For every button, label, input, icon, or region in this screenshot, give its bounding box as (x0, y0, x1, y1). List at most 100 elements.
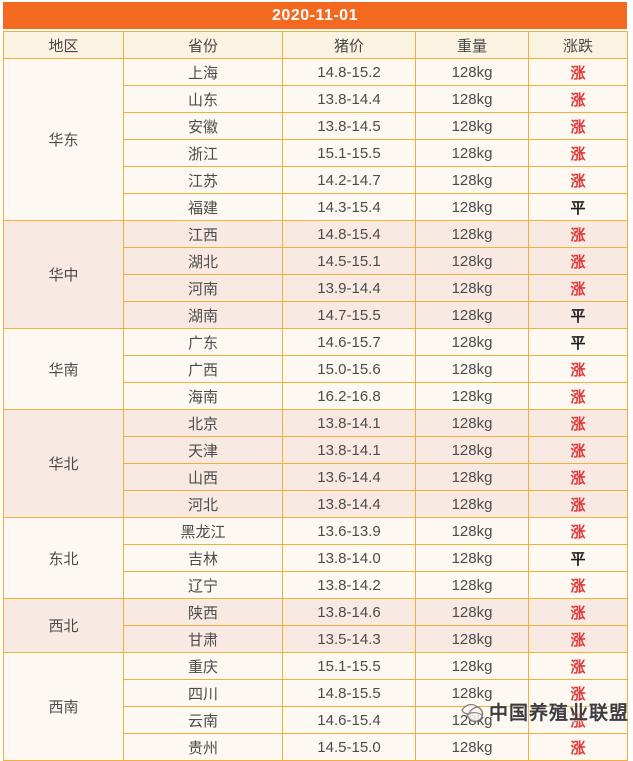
region-cell: 华中 (3, 220, 124, 329)
price-cell: 13.8-14.6 (282, 598, 416, 626)
weight-cell: 128kg (415, 706, 529, 734)
date-title-bar: 2020-11-01 (3, 2, 627, 29)
table-row: 海南 16.2-16.8 128kg 涨 (4, 382, 628, 410)
province-cell: 天津 (123, 436, 283, 464)
table-row: 山西 13.6-14.4 128kg 涨 (4, 463, 628, 491)
weight-cell: 128kg (415, 139, 529, 167)
table-row: 广西 15.0-15.6 128kg 涨 (4, 355, 628, 383)
table-row: 东北 黑龙江 13.6-13.9 128kg 涨 (3, 517, 628, 599)
price-cell: 13.8-14.2 (282, 571, 416, 599)
trend-cell: 平 (528, 544, 628, 572)
table-row: 四川 14.8-15.5 128kg 涨 (4, 679, 628, 707)
price-cell: 14.8-15.2 (282, 58, 416, 86)
trend-cell: 涨 (528, 679, 628, 707)
price-cell: 14.5-15.1 (282, 247, 416, 275)
price-cell: 15.0-15.6 (282, 355, 416, 383)
weight-cell: 128kg (415, 247, 529, 275)
column-header-2: 省份 (123, 31, 283, 59)
province-cell: 黑龙江 (123, 517, 283, 545)
column-header-5: 涨跌 (528, 31, 628, 59)
price-cell: 14.6-15.7 (282, 328, 416, 356)
weight-cell: 128kg (415, 436, 529, 464)
price-cell: 13.8-14.1 (282, 409, 416, 437)
table-row: 河北 13.8-14.4 128kg 涨 (4, 490, 628, 518)
price-cell: 13.5-14.3 (282, 625, 416, 653)
province-cell: 福建 (123, 193, 283, 221)
weight-cell: 128kg (415, 355, 529, 383)
table-row: 华东 上海 14.8-15.2 128kg 涨 (3, 58, 628, 221)
price-cell: 15.1-15.5 (282, 652, 416, 680)
weight-cell: 128kg (415, 85, 529, 113)
province-cell: 安徽 (123, 112, 283, 140)
weight-cell: 128kg (415, 274, 529, 302)
table-row: 西北 陕西 13.8-14.6 128kg 涨 (3, 598, 628, 653)
table-row: 华南 广东 14.6-15.7 128kg 平 (3, 328, 628, 410)
price-cell: 15.1-15.5 (282, 139, 416, 167)
region-cell: 华南 (3, 328, 124, 410)
region-cell: 西南 (3, 652, 124, 761)
column-header-3: 猪价 (282, 31, 416, 59)
trend-cell: 涨 (528, 382, 628, 410)
weight-cell: 128kg (415, 490, 529, 518)
trend-cell: 涨 (528, 571, 628, 599)
trend-cell: 涨 (528, 598, 628, 626)
table-row: 湖南 14.7-15.5 128kg 平 (4, 301, 628, 329)
price-cell: 14.6-15.4 (282, 706, 416, 734)
trend-cell: 涨 (528, 652, 628, 680)
weight-cell: 128kg (415, 598, 529, 626)
trend-cell: 平 (528, 193, 628, 221)
trend-cell: 涨 (528, 139, 628, 167)
region-cell: 东北 (3, 517, 124, 599)
table-row: 华北 北京 13.8-14.1 128kg 涨 (3, 409, 628, 518)
weight-cell: 128kg (415, 517, 529, 545)
trend-cell: 涨 (528, 58, 628, 86)
table-row: 华中 江西 14.8-15.4 128kg 涨 (3, 220, 628, 329)
province-cell: 湖北 (123, 247, 283, 275)
trend-cell: 涨 (528, 112, 628, 140)
table-header-row: 地区 省份 猪价 重量 涨跌 (3, 31, 628, 59)
column-header-4: 重量 (415, 31, 529, 59)
trend-cell: 平 (528, 301, 628, 329)
table-row: 湖北 14.5-15.1 128kg 涨 (4, 247, 628, 275)
table-row: 甘肃 13.5-14.3 128kg 涨 (4, 625, 628, 653)
province-cell: 山东 (123, 85, 283, 113)
trend-cell: 涨 (528, 490, 628, 518)
weight-cell: 128kg (415, 301, 529, 329)
province-cell: 四川 (123, 679, 283, 707)
trend-cell: 涨 (528, 625, 628, 653)
table-row: 西南 重庆 15.1-15.5 128kg 涨 (3, 652, 628, 761)
trend-cell: 涨 (528, 409, 628, 437)
province-cell: 广东 (123, 328, 283, 356)
price-cell: 13.9-14.4 (282, 274, 416, 302)
weight-cell: 128kg (415, 409, 529, 437)
table-row: 浙江 15.1-15.5 128kg 涨 (4, 139, 628, 167)
province-cell: 辽宁 (123, 571, 283, 599)
price-cell: 13.6-14.4 (282, 463, 416, 491)
province-cell: 江苏 (123, 166, 283, 194)
table-row: 辽宁 13.8-14.2 128kg 涨 (4, 571, 628, 599)
table-body: 华东 上海 14.8-15.2 128kg 涨山东 13.8-14.4 128kg 涨安徽 13… (3, 58, 628, 761)
price-cell: 13.8-14.1 (282, 436, 416, 464)
table-row: 吉林 13.8-14.0 128kg 平 (4, 544, 628, 572)
region-cell: 西北 (3, 598, 124, 653)
price-cell: 14.8-15.4 (282, 220, 416, 248)
trend-cell: 涨 (528, 355, 628, 383)
trend-cell: 涨 (528, 166, 628, 194)
weight-cell: 128kg (415, 652, 529, 680)
trend-cell: 涨 (528, 220, 628, 248)
price-cell: 13.8-14.4 (282, 490, 416, 518)
province-cell: 重庆 (123, 652, 283, 680)
province-cell: 海南 (123, 382, 283, 410)
trend-cell: 涨 (528, 706, 628, 734)
trend-cell: 涨 (528, 274, 628, 302)
weight-cell: 128kg (415, 463, 529, 491)
weight-cell: 128kg (415, 166, 529, 194)
province-cell: 贵州 (123, 733, 283, 761)
weight-cell: 128kg (415, 220, 529, 248)
province-cell: 吉林 (123, 544, 283, 572)
province-cell: 浙江 (123, 139, 283, 167)
price-cell: 14.5-15.0 (282, 733, 416, 761)
province-cell: 湖南 (123, 301, 283, 329)
province-cell: 山西 (123, 463, 283, 491)
weight-cell: 128kg (415, 544, 529, 572)
